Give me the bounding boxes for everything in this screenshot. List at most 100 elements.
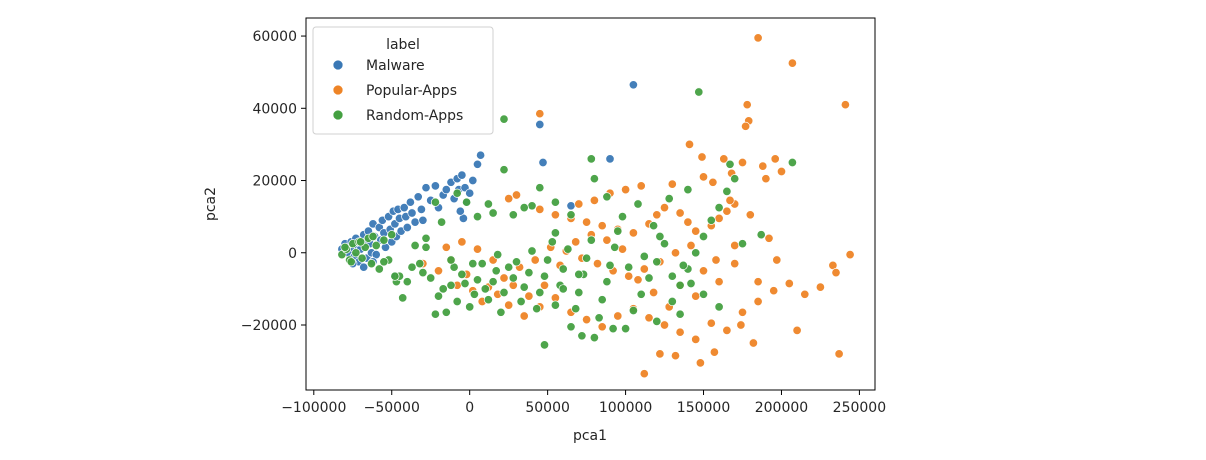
data-point-random-apps: [379, 257, 389, 267]
data-point-random-apps: [550, 197, 560, 207]
data-point-popular-apps: [800, 289, 810, 299]
plot-frame: [305, 17, 876, 391]
data-point-malware: [441, 185, 451, 195]
data-point-random-apps: [539, 340, 550, 350]
x-tick-label: 150000: [677, 400, 730, 416]
data-point-random-apps: [586, 154, 596, 164]
data-point-popular-apps: [758, 161, 768, 171]
data-point-popular-apps: [776, 166, 787, 177]
data-point-random-apps: [547, 237, 557, 247]
data-point-popular-apps: [697, 152, 707, 162]
data-point-popular-apps: [684, 139, 695, 149]
data-point-random-apps: [563, 244, 573, 254]
data-point-malware: [468, 175, 478, 186]
data-point-random-apps: [550, 228, 560, 238]
data-point-random-apps: [698, 289, 709, 299]
data-point-random-apps: [493, 250, 503, 260]
data-point-random-apps: [678, 260, 688, 270]
x-axis-label: pca1: [573, 428, 607, 444]
legend-label-random-apps: Random-Apps: [366, 108, 463, 124]
data-point-random-apps: [694, 87, 704, 97]
data-point-popular-apps: [711, 255, 721, 265]
data-point-random-apps: [483, 199, 493, 209]
data-point-popular-apps: [741, 121, 751, 131]
legend-marker-malware: [332, 59, 344, 71]
data-point-random-apps: [787, 157, 797, 168]
data-point-popular-apps: [499, 273, 509, 283]
data-point-malware: [407, 208, 417, 218]
data-point-popular-apps: [675, 208, 685, 218]
data-point-random-apps: [594, 313, 604, 323]
data-point-popular-apps: [539, 280, 550, 290]
data-point-random-apps: [714, 302, 724, 312]
data-point-popular-apps: [592, 259, 603, 269]
data-point-random-apps: [446, 255, 456, 265]
data-point-popular-apps: [725, 195, 735, 205]
legend-label-popular-apps: Popular-Apps: [366, 83, 457, 99]
data-point-popular-apps: [504, 194, 514, 204]
data-point-random-apps: [539, 271, 550, 281]
data-point-random-apps: [683, 185, 693, 195]
data-point-random-apps: [566, 210, 576, 220]
data-point-malware: [405, 197, 415, 207]
data-point-random-apps: [691, 248, 701, 258]
legend-title: label: [386, 37, 420, 53]
data-point-random-apps: [468, 259, 478, 269]
data-point-random-apps: [410, 240, 420, 251]
data-point-random-apps: [602, 277, 612, 287]
data-point-random-apps: [421, 233, 431, 243]
data-point-random-apps: [586, 235, 596, 245]
data-point-random-apps: [437, 217, 447, 227]
data-point-popular-apps: [745, 210, 755, 220]
x-tick-label: 100000: [599, 400, 652, 416]
data-point-random-apps: [589, 333, 599, 343]
data-point-popular-apps: [845, 250, 855, 260]
data-point-random-apps: [698, 231, 709, 242]
data-point-random-apps: [737, 239, 748, 249]
data-point-random-apps: [508, 210, 518, 220]
data-point-malware: [418, 215, 428, 225]
data-point-random-apps: [535, 183, 545, 193]
data-point-popular-apps: [582, 217, 592, 227]
data-point-popular-apps: [589, 195, 599, 205]
data-point-popular-apps: [753, 296, 763, 307]
data-point-popular-apps: [624, 271, 634, 281]
data-point-popular-apps: [737, 157, 748, 168]
data-point-popular-apps: [670, 248, 681, 258]
data-point-popular-apps: [686, 240, 696, 251]
data-point-popular-apps: [764, 233, 774, 243]
data-point-random-apps: [608, 324, 618, 334]
data-point-random-apps: [519, 282, 529, 292]
data-point-popular-apps: [644, 313, 654, 323]
data-point-popular-apps: [511, 190, 522, 200]
data-point-popular-apps: [670, 351, 681, 361]
data-point-random-apps: [659, 239, 670, 249]
data-point-popular-apps: [730, 240, 740, 251]
data-point-popular-apps: [628, 228, 638, 238]
legend-marker-popular-apps: [332, 84, 344, 96]
data-point-malware: [457, 170, 467, 180]
data-point-popular-apps: [433, 266, 444, 276]
data-point-random-apps: [582, 253, 592, 263]
y-tick-label: 60000: [252, 29, 297, 45]
data-point-popular-apps: [571, 237, 581, 247]
data-point-random-apps: [571, 304, 581, 314]
data-point-random-apps: [633, 199, 643, 209]
data-point-random-apps: [516, 296, 526, 307]
data-point-random-apps: [452, 188, 462, 198]
data-point-random-apps: [725, 159, 735, 169]
data-point-popular-apps: [691, 291, 701, 301]
data-point-popular-apps: [698, 266, 709, 276]
data-point-random-apps: [574, 269, 584, 279]
data-point-random-apps: [446, 280, 456, 290]
data-point-popular-apps: [691, 334, 701, 344]
data-point-malware: [472, 159, 483, 169]
data-point-popular-apps: [772, 255, 782, 265]
data-point-random-apps: [577, 331, 587, 341]
data-point-random-apps: [605, 260, 615, 270]
data-point-popular-apps: [706, 318, 716, 328]
data-point-popular-apps: [698, 172, 709, 182]
data-point-popular-apps: [457, 237, 467, 247]
y-axis-label: pca2: [203, 187, 219, 221]
